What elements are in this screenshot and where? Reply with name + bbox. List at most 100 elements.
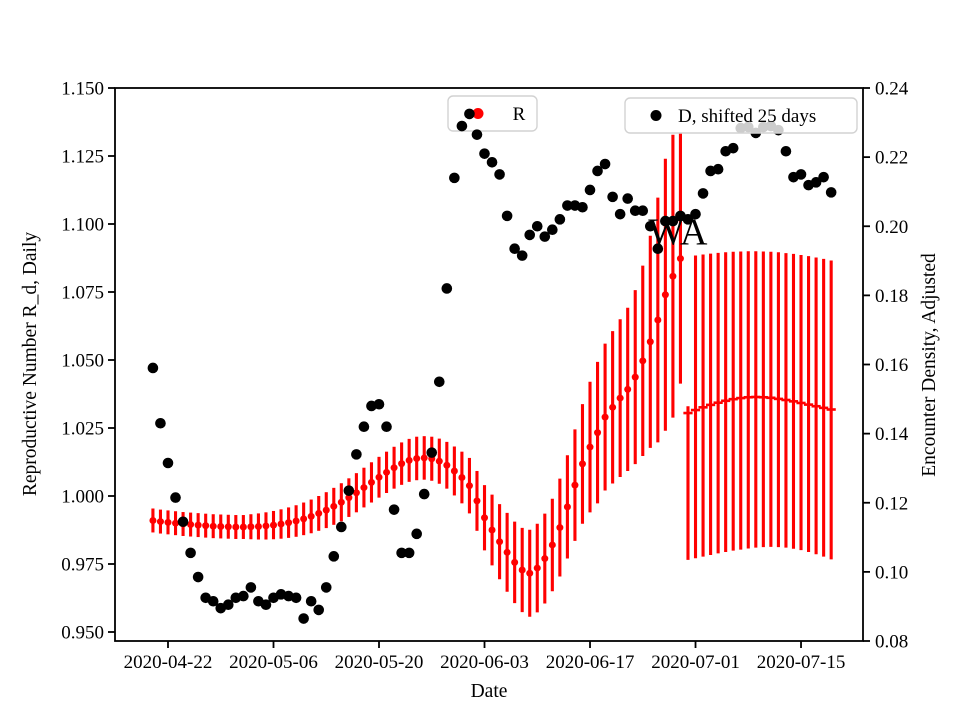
d-point: [697, 188, 709, 199]
r-point: [556, 524, 564, 532]
y-left-tick-label: 0.975: [61, 555, 104, 576]
y-left-tick-label: 1.125: [61, 147, 104, 168]
r-point: [156, 518, 164, 526]
d-point: [426, 447, 438, 458]
y-right-tick-label: 0.18: [875, 286, 908, 307]
r-point: [398, 460, 406, 468]
d-point: [170, 492, 181, 503]
d-point: [682, 214, 694, 225]
r-point: [239, 523, 247, 531]
axes-layer: Reproductive Number R_d, Daily Encounter…: [20, 79, 940, 703]
d-point: [358, 421, 370, 433]
r-point: [202, 522, 210, 530]
r-point: [224, 523, 232, 531]
d-point: [441, 283, 453, 294]
legend-r-marker-icon: [472, 108, 484, 119]
d-point: [825, 187, 837, 198]
r-point: [661, 291, 669, 299]
d-point: [192, 571, 204, 583]
y-right-tick-label: 0.20: [875, 217, 908, 238]
r-point: [149, 516, 157, 524]
legend-d-frame: [624, 97, 858, 134]
y-right-tick-label: 0.10: [875, 562, 908, 583]
d-point: [554, 214, 566, 225]
r-point: [420, 454, 428, 462]
d-point: [238, 590, 249, 602]
x-tick-label: 2020-07-01: [651, 652, 740, 673]
r-point: [450, 467, 458, 475]
y-left-tick-label: 1.050: [61, 351, 104, 372]
r-point: [481, 514, 489, 522]
r-point: [360, 484, 368, 492]
d-point: [351, 449, 362, 460]
d-point: [524, 229, 536, 241]
r-point: [285, 519, 293, 527]
y-axis-label-left: Reproductive Number R_d, Daily: [20, 232, 41, 497]
r-point: [578, 460, 586, 468]
d-point: [584, 184, 596, 196]
r-point: [172, 519, 180, 527]
r-point: [390, 464, 398, 472]
r-point: [164, 518, 172, 526]
r-point: [413, 454, 421, 462]
d-point: [629, 205, 641, 216]
d-point: [207, 595, 219, 607]
legend-d: D, shifted 25 days: [624, 97, 858, 134]
y-right-tick-label: 0.08: [875, 632, 908, 653]
r-point: [232, 523, 240, 531]
d-point: [667, 215, 679, 227]
y-left-tick-label: 1.075: [61, 283, 104, 304]
d-point: [298, 613, 309, 624]
r-point: [194, 521, 202, 529]
d-point: [418, 488, 430, 500]
r-point: [473, 497, 481, 505]
d-point: [177, 516, 189, 528]
r-point: [669, 272, 677, 280]
d-point: [577, 201, 588, 213]
d-point: [660, 215, 671, 227]
d-point: [411, 528, 422, 540]
r-point: [654, 316, 662, 324]
state-annotation: WA: [648, 211, 708, 253]
r-point: [277, 520, 285, 528]
d-point: [780, 145, 792, 157]
d-point: [622, 193, 633, 204]
y-axis-label-right: Encounter Density, Adjusted: [919, 253, 940, 477]
d-point: [810, 177, 822, 188]
d-point: [373, 398, 385, 410]
y-right-tick-label: 0.24: [875, 79, 909, 100]
d-point: [433, 376, 445, 388]
r-point: [586, 443, 594, 451]
d-point: [320, 582, 332, 593]
d-point: [305, 595, 317, 607]
r-point: [616, 394, 624, 402]
r-point: [209, 522, 217, 530]
d-point: [652, 243, 664, 255]
r-point: [594, 429, 602, 437]
r-point: [465, 482, 473, 490]
d-point: [403, 547, 415, 559]
r-point: [375, 473, 383, 481]
d-point: [162, 457, 174, 469]
d-point: [599, 158, 611, 170]
d-series-layer: [147, 108, 837, 624]
d-point: [645, 220, 656, 232]
x-tick-label: 2020-07-15: [757, 652, 846, 673]
d-point: [637, 205, 649, 216]
d-point: [562, 200, 573, 211]
d-point: [222, 599, 234, 611]
r-point: [609, 403, 617, 411]
legend-r: R: [447, 95, 538, 132]
r-point: [270, 521, 278, 529]
y-right-tick-label: 0.22: [875, 148, 908, 169]
d-point: [614, 208, 626, 220]
r-point: [563, 503, 571, 511]
r-point: [300, 515, 308, 523]
r-point: [383, 468, 391, 476]
y-left-tick-label: 0.950: [61, 623, 104, 644]
d-point: [396, 547, 407, 559]
r-point: [345, 494, 353, 502]
y-right-tick-label: 0.16: [875, 355, 908, 376]
d-point: [260, 599, 272, 611]
